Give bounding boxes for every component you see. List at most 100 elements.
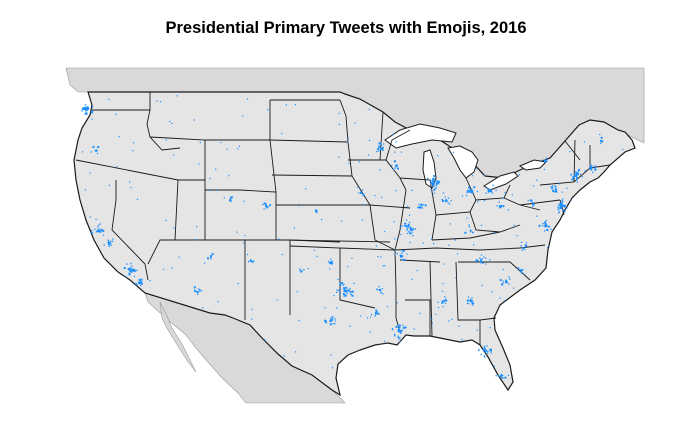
tweet-dot [394, 249, 396, 251]
tweet-dot [522, 268, 524, 271]
tweet-dot [431, 238, 433, 240]
tweet-dot [379, 169, 381, 171]
tweet-dot [442, 192, 444, 194]
tweet-dot [529, 200, 532, 202]
tweet-dot [599, 142, 602, 145]
tweet-dot [307, 268, 309, 270]
tweet-dot [339, 288, 342, 290]
tweet-dot [545, 159, 547, 161]
tweet-dot [520, 272, 523, 274]
tweet-dot [226, 148, 228, 150]
tweet-dot [395, 165, 397, 167]
tweet-dot [433, 243, 435, 245]
tweet-dot [576, 179, 578, 181]
tweet-dot [299, 268, 301, 270]
tweet-dot [518, 174, 521, 176]
tweet-dot [251, 318, 253, 320]
tweet-dot [321, 218, 323, 221]
tweet-dot [296, 291, 298, 293]
tweet-dot [531, 201, 534, 203]
state-border-line [75, 159, 179, 181]
tweet-dot [293, 227, 295, 229]
tweet-dot [324, 321, 327, 323]
tweet-dot [562, 201, 564, 203]
tweet-dot [324, 307, 326, 309]
tweet-dot [458, 325, 460, 327]
tweet-dot [337, 278, 339, 280]
tweet-dot [422, 204, 424, 206]
tweet-dot [87, 107, 90, 110]
tweet-dot [443, 263, 445, 265]
tweet-dot [128, 272, 130, 274]
tweet-dot [547, 247, 549, 249]
tweet-dot [576, 176, 578, 178]
tweet-dot [564, 211, 566, 213]
tweet-dot [547, 225, 550, 228]
tweet-dot [237, 282, 239, 285]
state-border-line [339, 247, 401, 333]
tweet-dot [362, 203, 364, 206]
tweet-dot [380, 292, 382, 294]
tweet-dot [500, 376, 502, 378]
tweet-dot [347, 137, 349, 139]
tweet-dot [229, 198, 232, 201]
tweet-dot [554, 191, 556, 193]
tweet-dot [131, 271, 133, 273]
tweet-dot [112, 238, 114, 240]
tweet-dot [562, 209, 565, 212]
tweet-dot [381, 196, 383, 198]
tweet-dot [338, 156, 340, 158]
tweet-dot [328, 261, 331, 264]
tweet-dot [368, 154, 370, 156]
tweet-dot [349, 287, 351, 290]
tweet-dot [435, 182, 438, 185]
tweet-dot [107, 240, 110, 242]
tweet-dot [298, 205, 300, 207]
tweet-dot [381, 146, 384, 149]
tweet-dot [369, 316, 372, 318]
tweet-dot [339, 294, 341, 296]
tweet-dot [545, 160, 547, 162]
tweet-dot [140, 278, 143, 281]
tweet-dot [483, 349, 485, 352]
tweet-dot [476, 190, 479, 193]
tweet-dot [132, 270, 134, 272]
tweet-dot [468, 186, 470, 188]
tweet-dot [467, 296, 470, 298]
state-border-line [178, 179, 240, 191]
tweet-dot [159, 101, 162, 103]
tweet-dot [589, 165, 591, 167]
tweet-dot [281, 253, 283, 256]
tweet-dot [419, 312, 421, 314]
tweet-dot [445, 199, 448, 202]
tweet-dot [395, 325, 398, 328]
tweet-dot [473, 244, 475, 246]
state-border-line [379, 111, 384, 161]
tweet-dot [331, 318, 334, 321]
tweet-dot [452, 151, 454, 153]
state-border-line [399, 177, 437, 241]
state-borders [75, 92, 611, 345]
tweet-dot [196, 291, 199, 294]
tweet-dot [196, 226, 198, 228]
tweet-dot [484, 350, 486, 352]
lake-huron [447, 145, 479, 179]
tweet-dot [350, 293, 352, 296]
tweet-dot [447, 202, 449, 204]
tweet-dot [397, 167, 399, 170]
tweet-dot [468, 224, 470, 226]
tweet-dot [313, 249, 316, 251]
tweet-dot [395, 190, 397, 192]
tweet-dot [491, 192, 494, 194]
tweet-dot [564, 204, 566, 206]
tweet-dot [498, 374, 500, 377]
tweet-dot [133, 275, 136, 278]
tweet-dot [461, 195, 464, 197]
tweet-dot [156, 100, 158, 102]
tweet-dot [468, 186, 470, 189]
tweet-dot [404, 223, 406, 225]
tweet-dot [108, 184, 110, 186]
tweet-dot [471, 191, 473, 193]
tweet-dot [329, 320, 332, 323]
tweet-dot [437, 301, 439, 303]
